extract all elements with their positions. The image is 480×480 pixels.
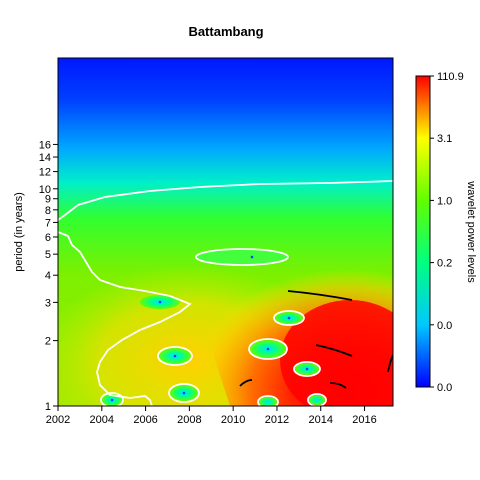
y-axis-label: period (in years)	[13, 192, 25, 271]
colorbar-tick-label: 110.9	[437, 71, 464, 83]
dot-b	[173, 354, 177, 358]
y-tick-label: 2	[45, 336, 51, 348]
y-tick-label: 14	[39, 152, 51, 164]
ridge-line-3	[329, 382, 347, 389]
ridge-spot	[196, 249, 288, 265]
dot-e	[266, 347, 270, 351]
y-tick-label: 6	[45, 232, 51, 244]
y-tick-label: 4	[45, 270, 51, 282]
x-axis: 2002 2004 2006 2008 2010 2012 2014 2016	[46, 406, 377, 426]
colorbar-tick-label: 3.1	[437, 133, 452, 145]
dot-h	[110, 398, 114, 402]
y-tick-label: 3	[45, 297, 51, 309]
x-tick-label: 2014	[309, 414, 333, 426]
plot-frame	[57, 57, 394, 407]
contour-upper	[58, 180, 393, 221]
y-tick-label: 16	[39, 139, 51, 151]
contour-spot-d	[248, 338, 288, 360]
colorbar-tick-label: 1.0	[437, 195, 452, 207]
dot-a	[158, 300, 162, 304]
dot-f	[287, 316, 291, 320]
colorbar-tick-label: 0.0	[437, 382, 452, 394]
hot-core	[280, 300, 393, 406]
ridge-line-1	[287, 290, 353, 301]
y-tick-label: 5	[45, 249, 51, 261]
dot-g	[305, 367, 309, 371]
x-tick-label: 2012	[265, 414, 289, 426]
contour-spot-g	[100, 392, 124, 406]
x-tick-label: 2006	[133, 414, 157, 426]
contour-spot-i	[307, 393, 327, 406]
y-tick-label: 9	[45, 194, 51, 206]
significance-contours	[58, 180, 393, 406]
heatmap-area	[58, 58, 393, 406]
dot-d	[250, 255, 254, 259]
spot-h	[259, 397, 277, 406]
y-tick-label: 1	[45, 401, 51, 413]
x-tick-label: 2004	[90, 414, 114, 426]
y-tick-label: 12	[39, 167, 51, 179]
x-tick-label: 2002	[46, 414, 70, 426]
colorbar-ticks: 110.9 3.1 1.0 0.2 0.0 0.0	[430, 71, 464, 394]
y-tick-label: 8	[45, 205, 51, 217]
colorbar-tick-label: 0.2	[437, 258, 452, 270]
contour-spot-c	[168, 383, 200, 403]
colorbar-label: wavelet power levels	[465, 180, 477, 283]
y-tick-label: 7	[45, 217, 51, 229]
colorbar: 110.9 3.1 1.0 0.2 0.0 0.0 wavelet power level…	[415, 71, 477, 394]
contour-left	[58, 231, 192, 406]
chart-title: Battambang	[188, 24, 263, 39]
x-tick-label: 2010	[221, 414, 245, 426]
x-tick-label: 2016	[352, 414, 376, 426]
contour-spot-e	[273, 310, 305, 326]
colorbar-gradient	[415, 75, 431, 388]
y-tick-label: 10	[39, 184, 51, 196]
contour-spot-f	[293, 361, 321, 377]
ridge-line-4	[239, 379, 253, 387]
contour-ridge	[195, 248, 289, 266]
ridge-line-2	[315, 344, 353, 357]
x-tick-label: 2008	[177, 414, 201, 426]
ridge-dots	[110, 255, 309, 402]
spot-i	[309, 395, 325, 405]
contour-spot-h	[257, 395, 279, 406]
dot-c	[182, 391, 186, 395]
contour-spot-b	[157, 346, 193, 366]
colorbar-tick-label: 0.0	[437, 320, 452, 332]
